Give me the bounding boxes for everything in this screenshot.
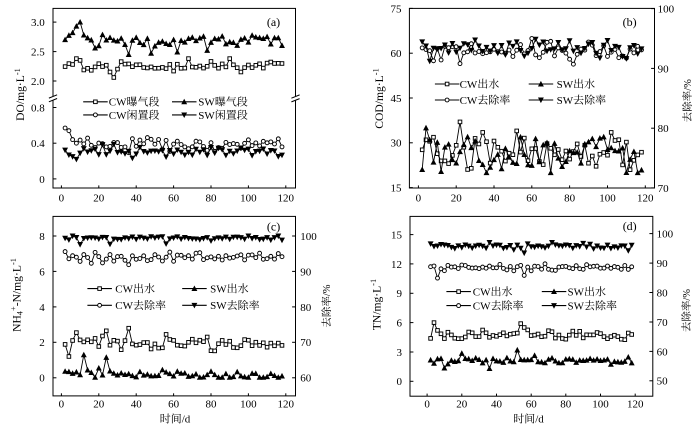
svg-text:80: 80 <box>206 192 218 204</box>
svg-text:60: 60 <box>168 192 180 204</box>
svg-text:100: 100 <box>300 231 317 243</box>
svg-text:3: 3 <box>397 347 403 359</box>
svg-text:SW: SW <box>210 284 227 296</box>
svg-text:40: 40 <box>491 398 503 410</box>
svg-text:0.4: 0.4 <box>31 138 45 150</box>
svg-text:0: 0 <box>59 192 65 204</box>
svg-text:100: 100 <box>240 398 257 410</box>
svg-text:100: 100 <box>240 192 257 204</box>
svg-text:/d: /d <box>535 414 544 426</box>
svg-text:80: 80 <box>300 302 312 314</box>
svg-text:CW: CW <box>460 79 478 91</box>
svg-text:20: 20 <box>93 398 105 410</box>
svg-text:80: 80 <box>564 192 576 204</box>
svg-text:90: 90 <box>658 63 670 75</box>
svg-text:3.0: 3.0 <box>31 17 45 29</box>
svg-text:120: 120 <box>637 192 654 204</box>
svg-text:SW: SW <box>568 287 585 299</box>
svg-text:8: 8 <box>39 231 45 243</box>
svg-text:90: 90 <box>300 266 312 278</box>
svg-text:2.0: 2.0 <box>31 76 45 88</box>
svg-text:75: 75 <box>391 3 403 15</box>
svg-text:CW: CW <box>473 301 491 313</box>
svg-text:120: 120 <box>627 398 644 410</box>
svg-text:60: 60 <box>391 48 403 60</box>
svg-text:40: 40 <box>131 192 143 204</box>
svg-text:0: 0 <box>416 192 422 204</box>
svg-text:80: 80 <box>206 398 218 410</box>
svg-text:100: 100 <box>657 229 674 241</box>
svg-text:(c): (c) <box>267 220 280 234</box>
svg-text:(d): (d) <box>623 219 637 233</box>
svg-text:12: 12 <box>391 259 402 271</box>
svg-text:2.5: 2.5 <box>31 47 45 59</box>
svg-text:2: 2 <box>39 337 45 349</box>
svg-text:60: 60 <box>657 346 669 358</box>
svg-text:120: 120 <box>278 192 295 204</box>
svg-text:0: 0 <box>39 174 45 186</box>
svg-text:0: 0 <box>397 376 403 388</box>
svg-text:80: 80 <box>658 123 670 135</box>
svg-text:4: 4 <box>39 302 45 314</box>
svg-text:0: 0 <box>424 398 430 410</box>
svg-text:/d: /d <box>182 414 191 426</box>
svg-text:COD/mg·L-1: COD/mg·L-1 <box>372 68 386 128</box>
svg-text:CW: CW <box>109 110 127 122</box>
svg-text:60: 60 <box>526 192 538 204</box>
svg-text:120: 120 <box>278 398 295 410</box>
svg-text:100: 100 <box>658 4 675 16</box>
svg-text:100: 100 <box>592 398 609 410</box>
svg-text:20: 20 <box>456 398 468 410</box>
svg-text:CW: CW <box>473 287 491 299</box>
svg-text:(a): (a) <box>267 15 280 29</box>
svg-text:SW: SW <box>557 79 574 91</box>
svg-text:(b): (b) <box>623 15 637 29</box>
svg-text:TN/mg·L-1: TN/mg·L-1 <box>369 279 383 330</box>
svg-text:70: 70 <box>658 183 670 195</box>
svg-text:0: 0 <box>39 373 45 385</box>
svg-text:90: 90 <box>657 258 669 270</box>
svg-text:9: 9 <box>397 288 403 300</box>
svg-text:CW: CW <box>109 97 127 109</box>
svg-text:SW: SW <box>198 97 215 109</box>
svg-text:50: 50 <box>657 376 669 388</box>
svg-text:70: 70 <box>657 317 669 329</box>
svg-text:0: 0 <box>59 398 65 410</box>
svg-text:NH4+-N/mg·L-1: NH4+-N/mg·L-1 <box>9 258 24 332</box>
svg-text:40: 40 <box>489 192 501 204</box>
svg-text:60: 60 <box>300 373 312 385</box>
svg-text:45: 45 <box>391 93 403 105</box>
svg-text:30: 30 <box>391 138 403 150</box>
svg-text:SW: SW <box>210 300 227 312</box>
svg-text:SW: SW <box>568 301 585 313</box>
svg-text:/%: /% <box>683 79 694 91</box>
svg-text:70: 70 <box>300 337 312 349</box>
svg-text:20: 20 <box>451 192 463 204</box>
svg-text:60: 60 <box>168 398 180 410</box>
svg-text:15: 15 <box>391 230 403 242</box>
svg-text:/%: /% <box>322 284 333 296</box>
svg-text:SW: SW <box>557 95 574 107</box>
svg-text:80: 80 <box>657 287 669 299</box>
svg-text:CW: CW <box>460 95 478 107</box>
svg-text:20: 20 <box>93 192 105 204</box>
svg-text:DO/mg·L-1: DO/mg·L-1 <box>13 68 27 121</box>
svg-text:SW: SW <box>198 110 215 122</box>
svg-text:60: 60 <box>526 398 538 410</box>
svg-text:/%: /% <box>682 289 693 301</box>
svg-text:0.8: 0.8 <box>31 102 45 114</box>
svg-text:6: 6 <box>39 266 45 278</box>
svg-text:6: 6 <box>397 318 403 330</box>
svg-text:15: 15 <box>391 183 403 195</box>
svg-text:40: 40 <box>131 398 143 410</box>
svg-text:CW: CW <box>115 300 133 312</box>
svg-text:CW: CW <box>115 284 133 296</box>
svg-text:80: 80 <box>560 398 572 410</box>
svg-text:100: 100 <box>599 192 616 204</box>
